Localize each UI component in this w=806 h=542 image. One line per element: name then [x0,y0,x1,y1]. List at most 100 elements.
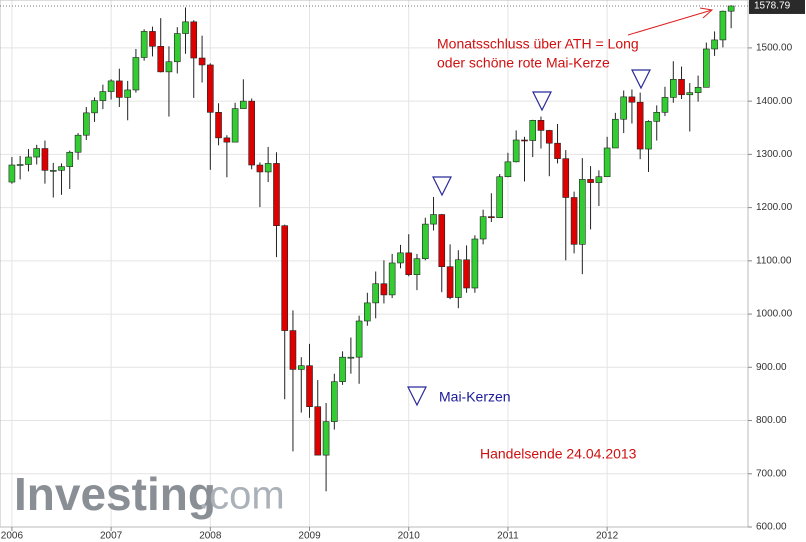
candle-body [512,139,520,163]
x-tick-label: 2009 [298,531,321,542]
candle-body [297,365,305,370]
plot-frame [0,0,749,528]
candle-body [529,120,537,141]
candle-body [471,238,479,289]
candle-body [140,31,148,58]
y-tick-label: 1200.00 [756,202,793,213]
annotation: oder schöne rote Mai-Kerze [437,55,610,71]
y-tick-label: 1400.00 [756,96,793,107]
annotation: Handelsende 24.04.2013 [480,446,637,462]
candle-body [273,163,280,227]
y-tick-label: 800.00 [756,415,787,426]
candle-body [66,151,74,167]
candle-body [124,89,131,98]
candle-body [207,64,214,113]
candle-body [645,121,652,150]
y-tick-label: 1100.00 [756,255,792,266]
candle-body [149,31,156,47]
candle-body [463,259,470,289]
candle-body [83,112,90,136]
candle-body [488,216,495,219]
y-tick-label: 1300.00 [756,149,793,160]
candle-body [413,258,421,275]
may-marker [631,69,651,90]
candle-body [430,214,437,225]
candle-body [49,170,57,172]
candle-body [364,302,371,322]
y-tick-label: 1500.00 [756,43,793,54]
candle-body [653,112,661,122]
candle-body [595,176,603,183]
candle-body [496,176,503,219]
last-price-tag [749,0,805,14]
candle-body [157,46,165,73]
candle-body [455,259,462,298]
candle-body [198,57,206,66]
x-tick-label: 2012 [596,531,619,542]
candle-body [554,142,561,159]
candle-body [33,148,41,158]
candle-body [256,164,264,173]
annotation: Monatsschluss über ATH = Long [437,36,639,52]
candle-body [347,356,355,359]
candle-body [504,161,512,178]
candle-body [289,330,297,370]
candle-body [314,406,322,456]
candles [8,5,735,492]
candle-body [74,134,82,153]
candle-body [537,120,545,131]
candle-body [587,179,594,183]
candle-body [562,158,570,198]
candle-body [612,118,619,149]
watermark: Investing [14,468,216,520]
y-tick-label: 1000.00 [756,309,793,320]
candle-body [16,164,24,166]
candle-body [446,266,454,298]
candle-body [711,39,718,50]
candle-body [678,79,685,96]
x-tick-label: 2008 [199,531,222,542]
candle-body [661,97,669,113]
candle-body [372,283,379,304]
candle-body [703,48,710,88]
candle-body [240,100,247,109]
candle-body [248,100,255,166]
candle-body [727,5,735,12]
candle-body [173,33,181,63]
candle-body [58,166,65,171]
candle-body [397,252,404,264]
candle-body [579,179,586,245]
x-tick-label: 2006 [1,531,24,542]
may-marker [532,91,552,112]
candle-body [719,10,727,41]
candle-body [165,61,173,73]
candle-body [438,214,446,267]
candle-body [339,356,346,382]
candle-body [132,57,140,91]
candle-body [281,225,289,331]
candle-body [116,80,123,98]
candle-body [421,223,429,260]
y-tick-label: 900.00 [756,362,787,373]
last-price-label: 1578.79 [754,1,791,12]
candle-body [41,148,49,171]
candle-body [694,87,702,93]
candle-body [479,216,487,240]
candle-body [686,92,694,96]
candle-body [603,147,611,178]
x-tick-label: 2007 [100,531,123,542]
candle-body [8,164,16,183]
candle-body [190,21,198,59]
arrow-head [699,7,714,19]
x-tick-label: 2011 [497,531,519,542]
legend-marker [407,386,427,407]
candle-body [331,381,338,422]
candle-body [545,130,553,144]
candle-body [628,96,636,103]
candle-body [620,96,627,120]
candle-body [380,283,388,296]
candle-body [182,21,189,34]
x-tick-label: 2010 [398,531,421,542]
candle-body [322,421,330,456]
